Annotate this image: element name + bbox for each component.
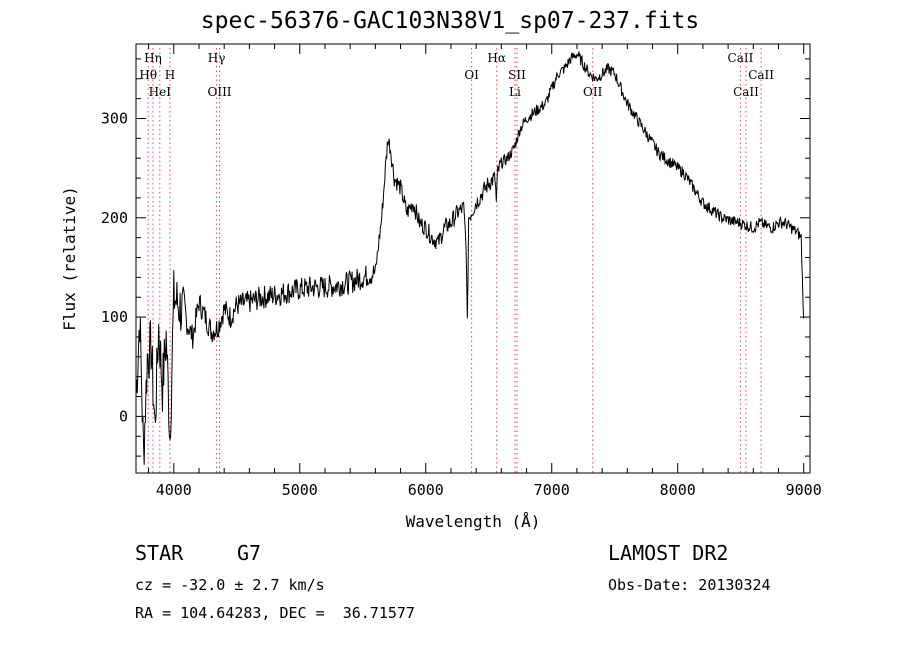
spectrum-line: [135, 51, 805, 465]
object-subclass: G7: [237, 541, 262, 565]
spectral-line-label: OIII: [207, 85, 231, 99]
x-tick-label: 6000: [408, 481, 444, 499]
spectral-line-label: CaII: [733, 85, 759, 99]
spectral-line-label: Hθ: [139, 68, 157, 82]
spectral-line-label: OI: [464, 68, 479, 82]
object-class: STAR: [135, 541, 184, 565]
spectral-line-label: Hγ: [208, 51, 226, 65]
y-tick-label: 300: [101, 109, 128, 127]
y-tick-label: 0: [119, 407, 128, 425]
x-axis-label: Wavelength (Å): [406, 512, 541, 531]
spectral-line-label: Hα: [487, 51, 506, 65]
axis-ticks: 4000 5000 6000 7000 8000 9000 0 100 200 300: [101, 44, 822, 499]
redshift-text: cz = -32.0 ± 2.7 km/s: [135, 576, 325, 594]
spectral-line-label: HeI: [149, 85, 172, 99]
x-tick-label: 9000: [786, 481, 822, 499]
chart-title: spec-56376-GAC103N38V1_sp07-237.fits: [200, 8, 700, 34]
x-tick-label: 8000: [660, 481, 696, 499]
survey-label: LAMOST DR2: [608, 541, 729, 565]
spectral-line-label: H: [165, 68, 175, 82]
spectral-line-label: OII: [583, 85, 603, 99]
y-tick-label: 100: [101, 308, 128, 326]
spectral-line-label: Li: [509, 85, 521, 99]
obs-date-text: Obs-Date: 20130324: [608, 576, 771, 594]
y-axis-label: Flux (relative): [60, 186, 79, 331]
x-tick-label: 4000: [156, 481, 192, 499]
y-tick-label: 200: [101, 209, 128, 227]
spectral-line-label: CaII: [748, 68, 774, 82]
plot-frame: [135, 43, 811, 474]
spectral-line-label: CaII: [728, 51, 754, 65]
coords-text: RA = 104.64283, DEC = 36.71577: [135, 604, 415, 622]
x-tick-label: 7000: [534, 481, 570, 499]
spectral-line-label: SII: [508, 68, 526, 82]
x-tick-label: 5000: [282, 481, 318, 499]
spectral-line-label: Hη: [144, 51, 162, 65]
